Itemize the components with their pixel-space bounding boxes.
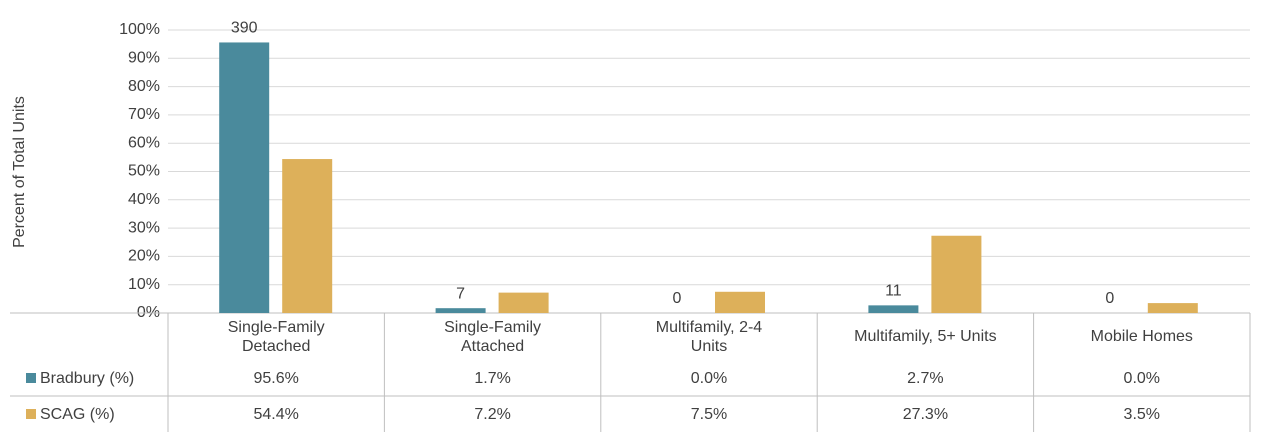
table-value: 0.0%: [690, 369, 728, 387]
table-value: 7.2%: [474, 405, 511, 423]
x-tick-label: Single-Family Detached: [227, 318, 325, 355]
y-tick-label: 70%: [128, 106, 160, 123]
bar: [282, 159, 333, 313]
bar: [1147, 303, 1198, 313]
data-label: 7: [456, 285, 465, 302]
x-tick-label: Mobile Homes: [1090, 328, 1193, 345]
bar: [931, 235, 982, 313]
data-label: 11: [885, 283, 902, 300]
y-tick-label: 60%: [128, 134, 160, 151]
y-tick-label: 30%: [128, 219, 160, 236]
bar: [435, 308, 486, 313]
table-value: 0.0%: [1123, 369, 1161, 387]
table-value: 7.5%: [690, 405, 728, 423]
legend-item: SCAG (%): [10, 396, 168, 432]
bar: [715, 291, 765, 313]
x-tick-label: Multifamily, 5+ Units: [854, 328, 997, 345]
data-label: 0: [673, 290, 682, 307]
table-value: 3.5%: [1123, 405, 1161, 423]
y-tick-label: 80%: [128, 78, 160, 95]
legend-item: Bradbury (%): [10, 360, 168, 396]
legend-label: Bradbury (%): [40, 369, 135, 387]
table-value: 95.6%: [253, 369, 299, 387]
bar: [868, 305, 919, 313]
y-tick-label: 20%: [128, 248, 160, 265]
legend-swatch: [26, 409, 36, 419]
y-axis-title: Percent of Total Units: [11, 96, 28, 248]
table-value: 1.7%: [474, 369, 511, 387]
legend-label: SCAG (%): [40, 405, 115, 423]
y-tick-label: 100%: [119, 21, 160, 38]
y-tick-label: 10%: [128, 276, 160, 293]
y-tick-label: 40%: [128, 191, 160, 208]
table-value: 2.7%: [907, 369, 944, 387]
y-tick-label: 90%: [128, 50, 160, 67]
bar: [498, 292, 549, 313]
data-label: 390: [231, 20, 258, 37]
x-tick-label: Single-Family Attached: [444, 318, 542, 355]
y-tick-label: 50%: [128, 163, 160, 180]
bar: [219, 42, 270, 314]
table-value: 54.4%: [253, 405, 299, 423]
x-tick-label: Multifamily, 2-4 Units: [655, 318, 763, 355]
data-label: 0: [1105, 290, 1114, 307]
table-value: 27.3%: [902, 405, 949, 423]
legend-swatch: [26, 373, 36, 383]
